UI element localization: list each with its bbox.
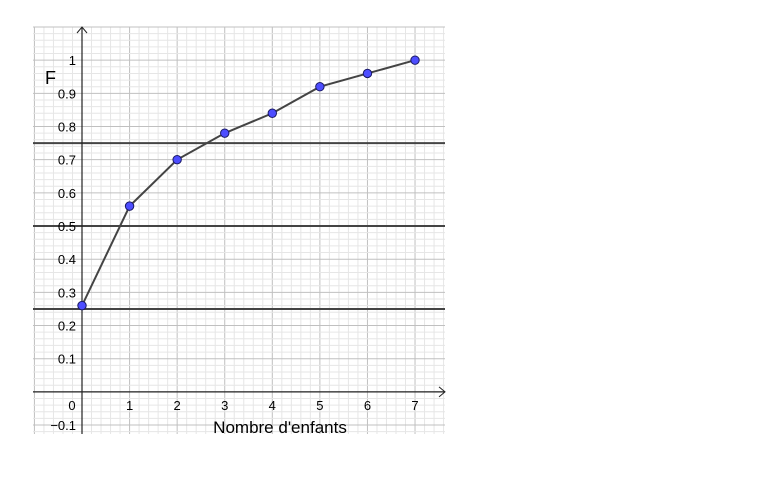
axes (33, 26, 446, 434)
y-tick-label: −0.1 (50, 418, 76, 433)
x-tick-label: 7 (411, 398, 418, 413)
tick-labels: 0 1 2 3 4 5 6 7 −0.1 0.1 0.2 0.3 0.4 0.5 0.6 0.7 0.8 0.9 1 (50, 53, 418, 433)
x-axis-label: Nombre d'enfants (213, 418, 347, 437)
x-axis-arrow (438, 386, 446, 398)
data-point (124, 201, 135, 211)
y-tick-label: 0.8 (58, 120, 76, 135)
grid (33, 26, 445, 434)
y-axis-arrow (76, 26, 88, 34)
x-tick-label: 2 (174, 398, 181, 413)
y-tick-label: 0.4 (58, 252, 76, 267)
data-point (315, 82, 325, 92)
y-tick-label: 0.5 (58, 219, 76, 234)
x-tick-label: 1 (126, 398, 133, 413)
data-point (410, 55, 420, 65)
y-tick-label: 0.1 (58, 352, 76, 367)
y-tick-label: 1 (69, 53, 76, 68)
x-tick-label: 3 (221, 398, 228, 413)
data-point (362, 68, 373, 79)
data-point (172, 154, 182, 165)
x-tick-label: 4 (269, 398, 276, 413)
y-tick-label: 0.9 (58, 86, 76, 101)
series (77, 55, 420, 311)
x-tick-label: 0 (68, 398, 75, 413)
y-tick-label: 0.7 (58, 153, 76, 168)
y-tick-label: 0.6 (58, 186, 76, 201)
x-tick-label: 5 (316, 398, 323, 413)
data-point (77, 300, 87, 311)
data-point (267, 108, 278, 118)
data-point (220, 128, 230, 138)
y-tick-label: 0.3 (58, 285, 76, 300)
y-tick-label: 0.2 (58, 319, 76, 334)
series-line (81, 59, 416, 307)
y-axis-label: F (45, 68, 56, 88)
x-tick-label: 6 (364, 398, 371, 413)
horizontal-lines (33, 142, 445, 310)
